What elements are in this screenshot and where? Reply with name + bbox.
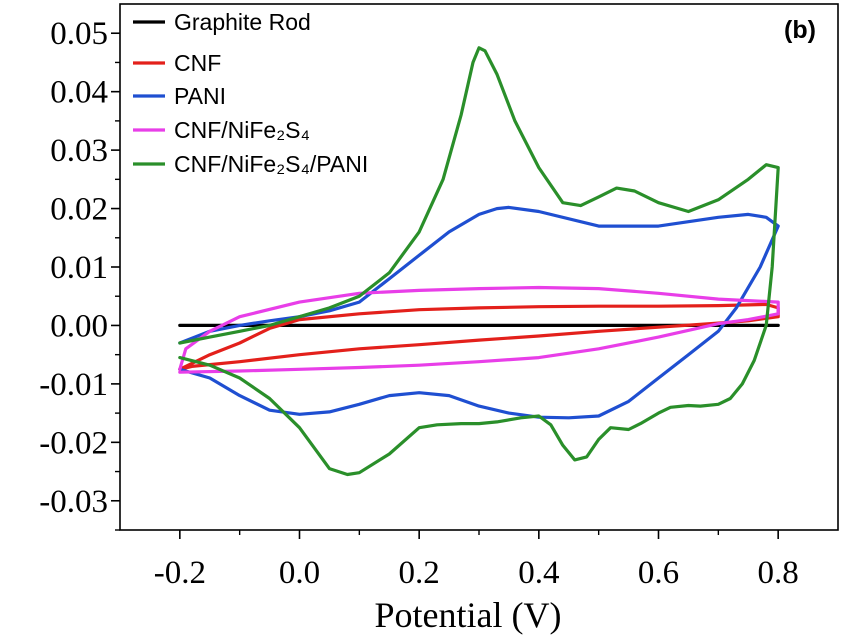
- x-tick-label: 0.4: [518, 555, 559, 591]
- y-tick-label: -0.03: [39, 484, 108, 520]
- y-tick-label: 0.04: [50, 75, 108, 111]
- x-tick-label: 0.8: [758, 555, 799, 591]
- x-axis-title: Potential (V): [375, 595, 562, 635]
- y-tick-label: 0.02: [50, 192, 108, 228]
- legend-label-0: Graphite Rod: [174, 9, 311, 35]
- ticks-layer: -0.2 0.0 0.2 0.4 0.6 0.8 -0.03 -0.02 -0.01 0.00 0.…: [39, 16, 799, 591]
- y-tick-label: 0.01: [50, 250, 108, 286]
- x-tick-label: -0.2: [154, 555, 206, 591]
- legend-label-1: CNF: [174, 50, 221, 76]
- y-tick-label: 0.03: [50, 133, 108, 169]
- legend-label-3: CNF/NiFe₂S₄: [174, 117, 310, 143]
- legend: Graphite Rod CNF PANI CNF/NiFe₂S₄ CNF/NiFe₂S…: [133, 9, 368, 177]
- y-tick-label: 0.00: [50, 308, 108, 344]
- y-tick-label: -0.01: [39, 367, 108, 403]
- series-line-4: [178, 46, 780, 477]
- series-line-2: [178, 205, 780, 420]
- series-layer: [178, 46, 780, 477]
- plot-frame: [119, 3, 839, 531]
- legend-label-2: PANI: [174, 83, 226, 109]
- x-tick-label: 0.6: [638, 555, 679, 591]
- series-line-1: [178, 302, 780, 371]
- series-line-3: [178, 285, 780, 374]
- panel-label: (b): [784, 16, 816, 44]
- y-tick-label: -0.02: [39, 425, 108, 461]
- y-tick-label: 0.05: [50, 16, 108, 52]
- x-tick-label: 0.0: [279, 555, 320, 591]
- legend-label-4: CNF/NiFe₂S₄/PANI: [174, 151, 368, 177]
- x-tick-label: 0.2: [399, 555, 440, 591]
